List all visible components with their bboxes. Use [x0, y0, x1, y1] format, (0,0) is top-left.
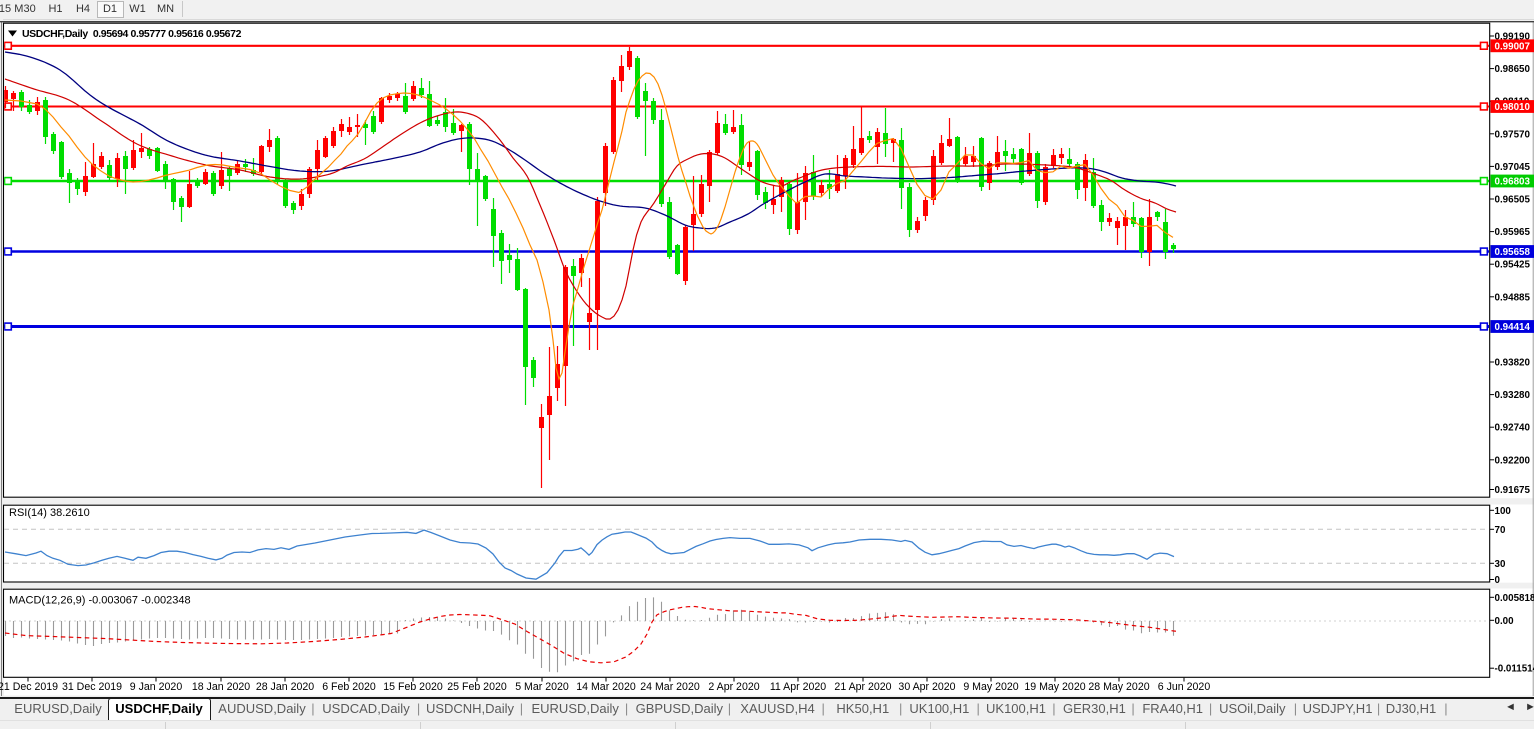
- svg-text:0.98650: 0.98650: [1495, 64, 1531, 75]
- svg-text:0.99007: 0.99007: [1495, 41, 1531, 52]
- svg-text:100: 100: [1495, 506, 1512, 517]
- svg-text:0.98010: 0.98010: [1495, 102, 1531, 113]
- svg-text:5 Mar 2020: 5 Mar 2020: [515, 681, 569, 693]
- svg-text:0.96505: 0.96505: [1495, 195, 1531, 206]
- svg-text:25 Feb 2020: 25 Feb 2020: [447, 681, 507, 693]
- svg-text:30: 30: [1495, 559, 1506, 570]
- svg-text:0.95965: 0.95965: [1495, 227, 1531, 238]
- svg-text:0.97045: 0.97045: [1495, 162, 1531, 173]
- svg-text:USDCHF,Daily 0.95694 0.95777: USDCHF,Daily 0.95694 0.95777 0.95616 0.9…: [22, 28, 242, 40]
- svg-text:0.95658: 0.95658: [1495, 247, 1531, 258]
- svg-text:0.005818: 0.005818: [1495, 593, 1534, 604]
- svg-text:0.94414: 0.94414: [1495, 322, 1531, 333]
- svg-text:11 Apr 2020: 11 Apr 2020: [770, 681, 826, 693]
- svg-text:0.91675: 0.91675: [1495, 485, 1531, 496]
- svg-text:0.92200: 0.92200: [1495, 455, 1531, 466]
- svg-text:0.92740: 0.92740: [1495, 423, 1531, 434]
- svg-text:0.95425: 0.95425: [1495, 260, 1531, 271]
- svg-text:19 May 2020: 19 May 2020: [1024, 681, 1085, 693]
- svg-text:MACD(12,26,9) -0.003067 -0.002: MACD(12,26,9) -0.003067 -0.002348: [9, 595, 191, 607]
- svg-text:6 Jun 2020: 6 Jun 2020: [1158, 681, 1211, 693]
- svg-text:9 May 2020: 9 May 2020: [963, 681, 1018, 693]
- svg-text:6 Feb 2020: 6 Feb 2020: [322, 681, 376, 693]
- svg-text:21 Apr 2020: 21 Apr 2020: [834, 681, 891, 693]
- svg-text:24 Mar 2020: 24 Mar 2020: [640, 681, 700, 693]
- svg-text:0.93820: 0.93820: [1495, 358, 1531, 369]
- svg-text:14 Mar 2020: 14 Mar 2020: [576, 681, 636, 693]
- svg-text:30 Apr 2020: 30 Apr 2020: [898, 681, 955, 693]
- svg-text:0.00: 0.00: [1495, 616, 1515, 627]
- svg-text:15 Feb 2020: 15 Feb 2020: [383, 681, 443, 693]
- svg-text:31 Dec 2019: 31 Dec 2019: [62, 681, 122, 693]
- svg-text:28 May 2020: 28 May 2020: [1088, 681, 1149, 693]
- svg-text:21 Dec 2019: 21 Dec 2019: [0, 681, 58, 693]
- svg-text:2 Apr 2020: 2 Apr 2020: [708, 681, 759, 693]
- svg-text:0.97570: 0.97570: [1495, 129, 1531, 140]
- svg-text:0.96803: 0.96803: [1495, 177, 1531, 188]
- svg-text:70: 70: [1495, 525, 1506, 536]
- svg-text:18 Jan 2020: 18 Jan 2020: [192, 681, 250, 693]
- svg-text:0.93280: 0.93280: [1495, 390, 1531, 401]
- svg-text:RSI(14) 38.2610: RSI(14) 38.2610: [9, 507, 90, 519]
- svg-text:9 Jan 2020: 9 Jan 2020: [130, 681, 183, 693]
- svg-text:-0.011514: -0.011514: [1495, 664, 1534, 675]
- svg-text:0: 0: [1495, 575, 1501, 586]
- svg-text:28 Jan 2020: 28 Jan 2020: [256, 681, 314, 693]
- svg-text:0.94885: 0.94885: [1495, 292, 1531, 303]
